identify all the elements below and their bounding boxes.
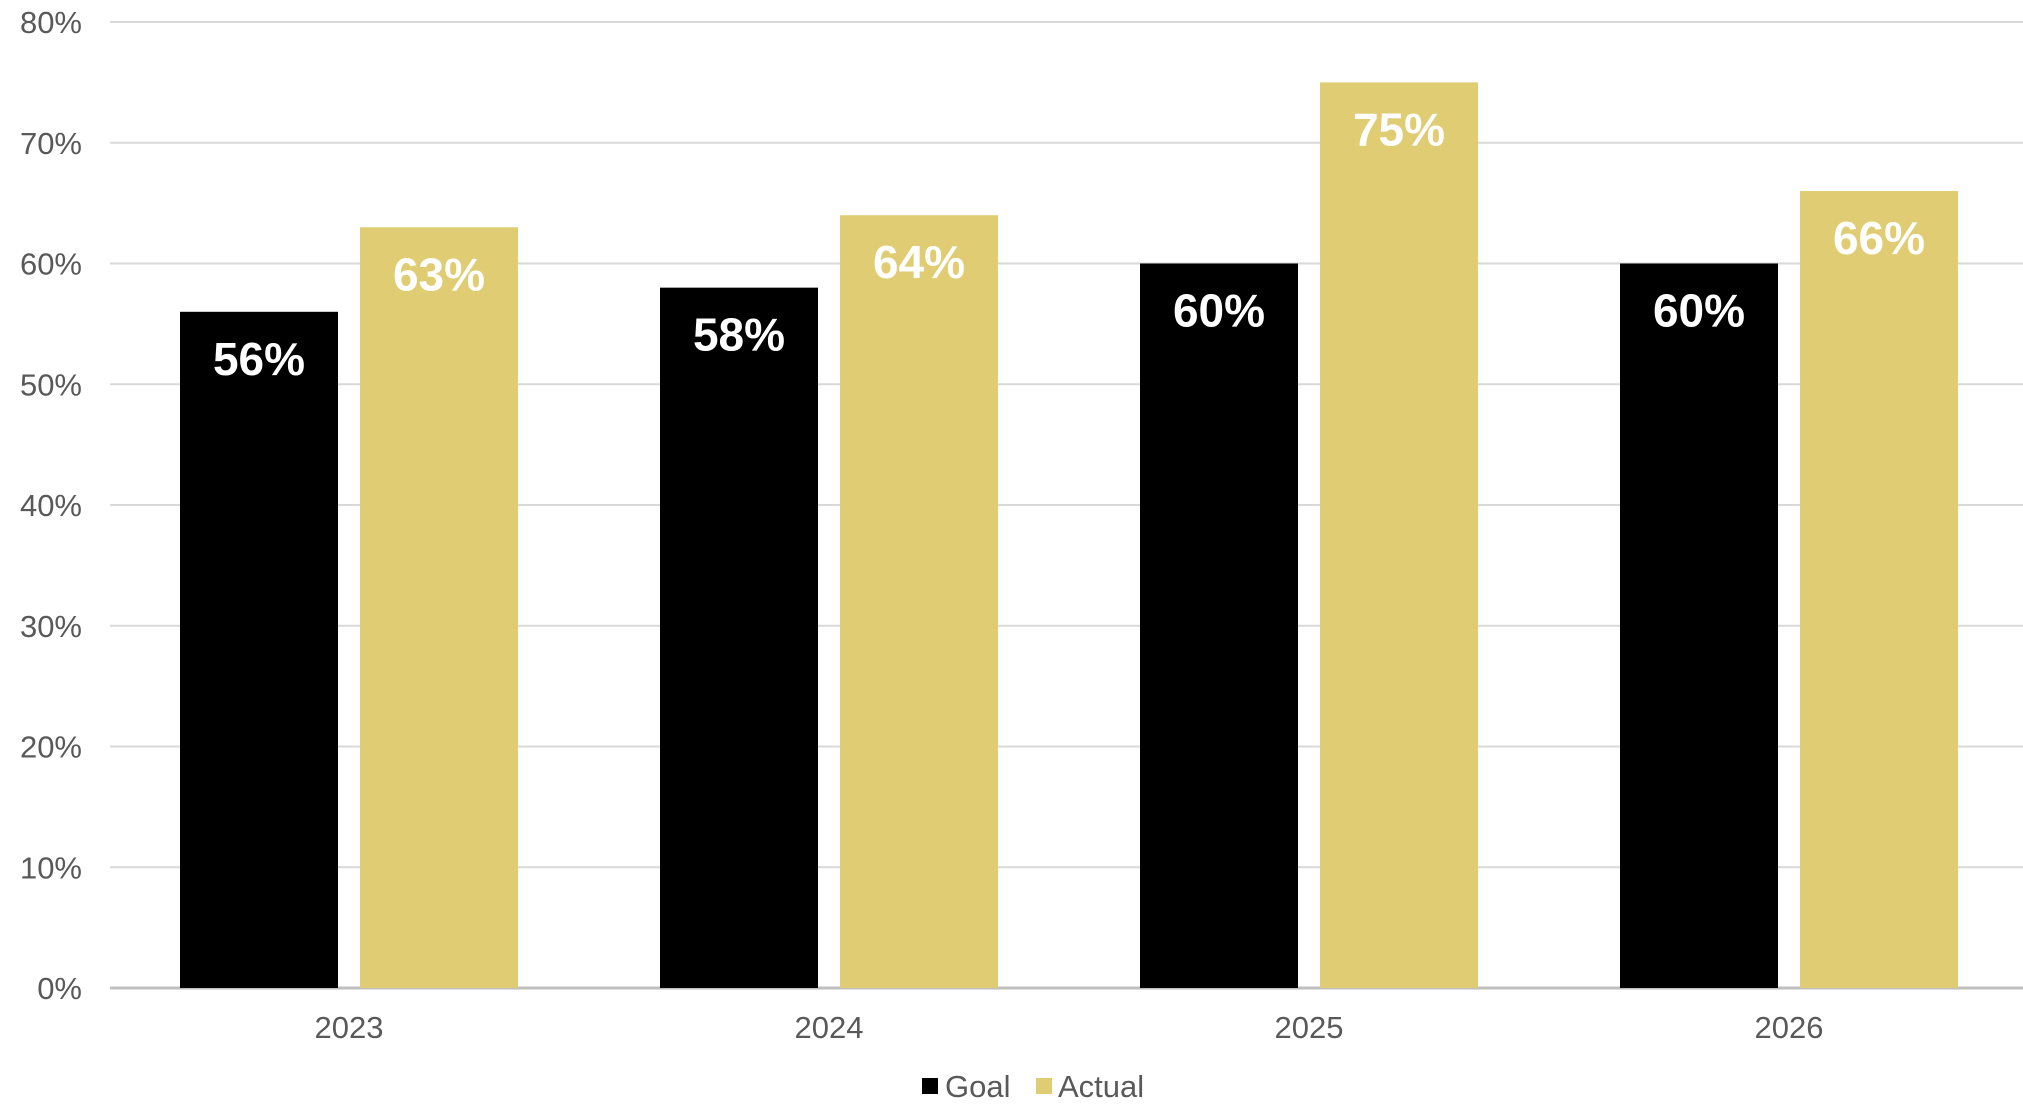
x-tick-label: 2024: [795, 1010, 864, 1045]
bar-actual-2026: [1800, 191, 1958, 989]
bar-goal-2023: [180, 311, 338, 988]
y-tick-label: 0%: [37, 971, 82, 1006]
y-tick-label: 40%: [20, 488, 82, 523]
x-tick-label: 2023: [315, 1010, 384, 1045]
y-axis: 0% 10% 20% 30% 40% 50% 60% 70% 80%: [20, 5, 82, 1006]
y-tick-label: 60%: [20, 247, 82, 282]
data-label-actual-2026: 66%: [1833, 212, 1925, 264]
bars: [180, 82, 1958, 989]
legend-swatch-actual: [1036, 1078, 1052, 1094]
data-label-goal-2025: 60%: [1173, 285, 1265, 337]
y-tick-label: 20%: [20, 730, 82, 765]
legend-label-actual: Actual: [1058, 1069, 1144, 1101]
data-label-actual-2023: 63%: [393, 248, 485, 300]
legend-swatch-goal: [922, 1078, 938, 1094]
data-label-goal-2023: 56%: [213, 333, 305, 385]
y-tick-label: 70%: [20, 126, 82, 161]
legend-label-goal: Goal: [945, 1069, 1010, 1101]
data-label-goal-2026: 60%: [1653, 285, 1745, 337]
data-label-actual-2025: 75%: [1353, 103, 1445, 155]
x-tick-label: 2025: [1275, 1010, 1344, 1045]
y-tick-label: 30%: [20, 609, 82, 644]
x-axis: 2023 2024 2025 2026: [315, 1010, 1824, 1045]
y-tick-label: 80%: [20, 5, 82, 40]
bar-actual-2025: [1320, 82, 1478, 988]
legend: Goal Actual: [922, 1069, 1144, 1104]
bar-goal-2024: [660, 287, 818, 988]
bar-actual-2023: [360, 227, 518, 988]
data-labels: 56% 63% 58% 64% 60% 75% 60% 66%: [213, 103, 1925, 384]
y-tick-label: 50%: [20, 367, 82, 402]
data-label-goal-2024: 58%: [693, 309, 785, 361]
y-tick-label: 10%: [20, 850, 82, 885]
bar-goal-2026: [1620, 263, 1778, 988]
bar-goal-2025: [1140, 263, 1298, 988]
x-tick-label: 2026: [1755, 1010, 1824, 1045]
bar-actual-2024: [840, 215, 998, 988]
data-label-actual-2024: 64%: [873, 236, 965, 288]
